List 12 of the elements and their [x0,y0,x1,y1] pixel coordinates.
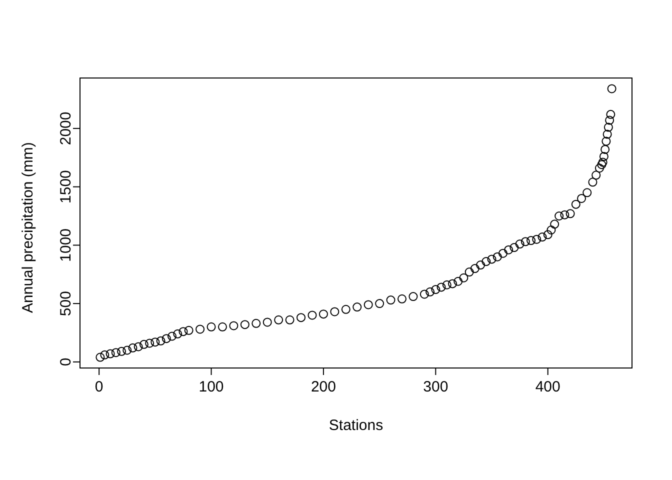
x-tick-label: 0 [94,378,104,396]
x-axis-title: Stations [328,417,384,434]
x-tick-label: 400 [535,378,560,396]
y-tick-label: 1000 [57,228,74,262]
y-tick-label: 0 [57,358,74,366]
x-tick-label: 200 [310,378,336,396]
x-tick-label: 300 [423,378,448,396]
y-tick-label: 1500 [57,170,74,204]
x-tick-label: 100 [198,378,224,396]
y-axis-title: Annual precipitation (mm) [19,142,36,313]
y-tick-label: 500 [57,291,74,316]
y-tick-label: 2000 [57,112,74,146]
